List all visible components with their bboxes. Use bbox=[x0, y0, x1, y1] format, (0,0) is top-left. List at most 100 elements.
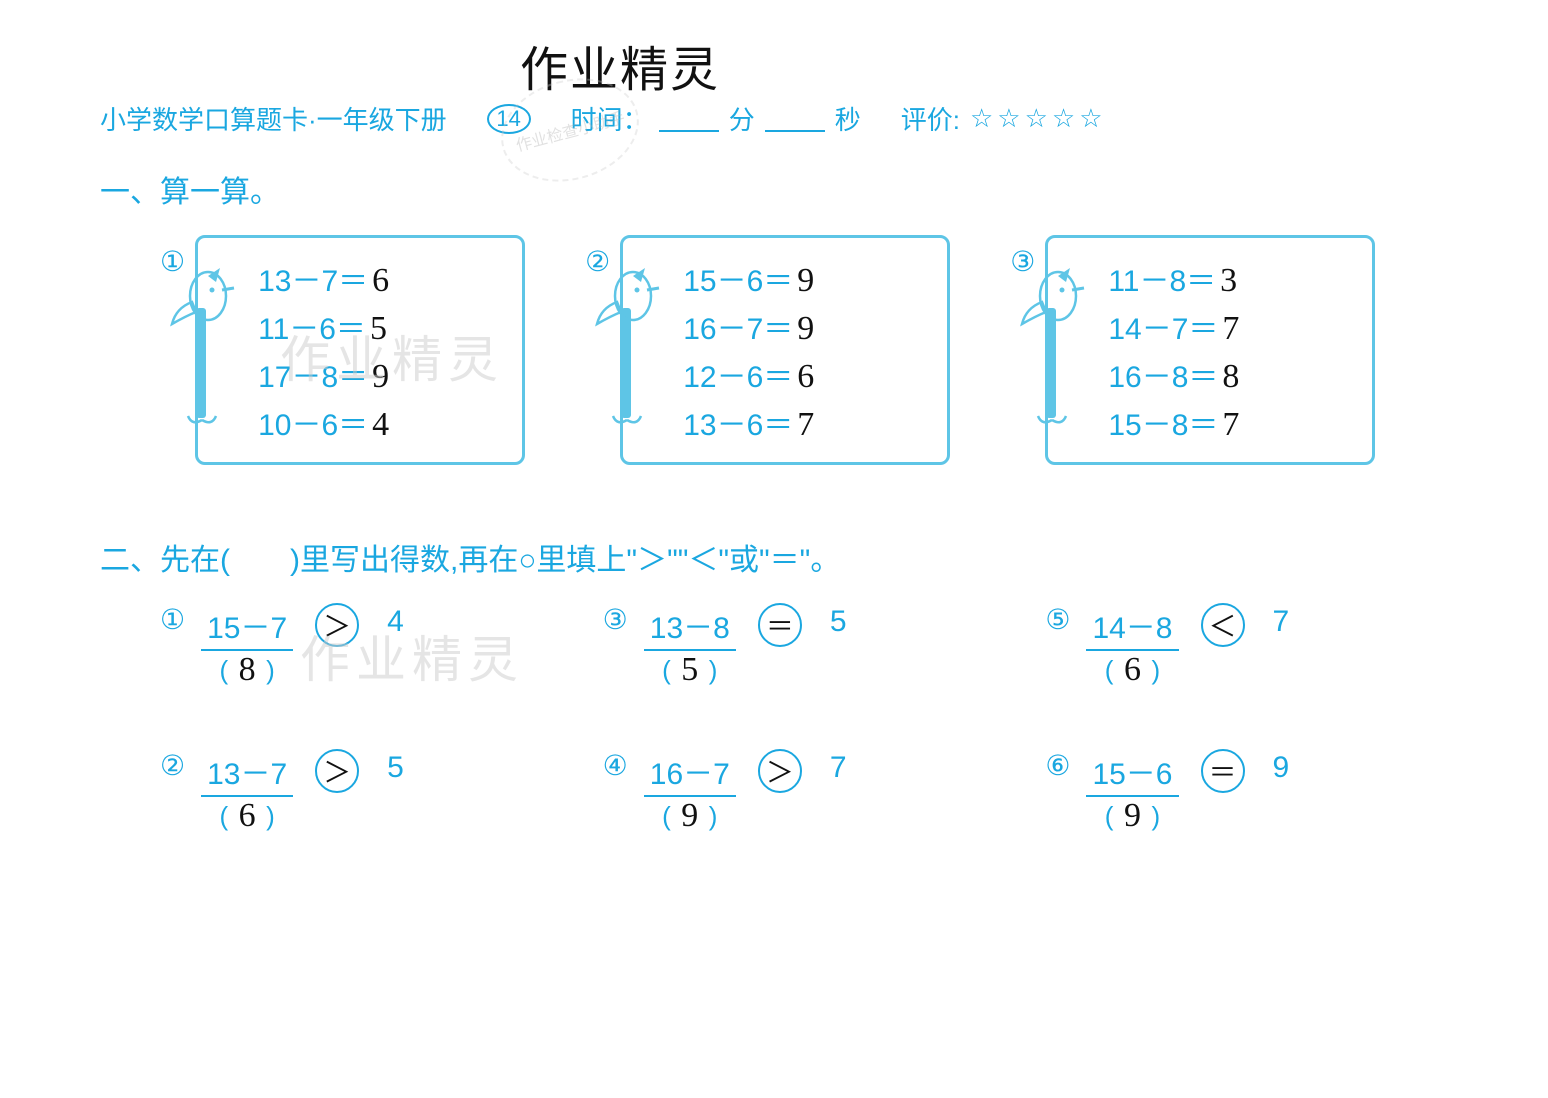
sec-label: 秒 bbox=[835, 100, 861, 137]
equation-row: 10－6＝4 bbox=[258, 400, 512, 444]
equation-row: 16－8＝8 bbox=[1108, 352, 1362, 396]
equation-row: 16－7＝9 bbox=[683, 304, 937, 348]
woodpecker-icon bbox=[168, 268, 238, 428]
result-parentheses: (8) bbox=[219, 651, 274, 689]
section2-title: 二、先在( )里写出得数,再在○里填上"＞""＜"或"＝"。 bbox=[100, 535, 1448, 579]
comparison-circle[interactable]: ＜ bbox=[1201, 603, 1245, 647]
rating-label: 评价: bbox=[901, 100, 960, 137]
expression: 13－8 bbox=[644, 603, 736, 651]
expression-block: 16－7(9) bbox=[644, 749, 736, 835]
paren-open: ( bbox=[1105, 801, 1114, 832]
equation-row: 11－6＝5 bbox=[258, 304, 512, 348]
equation-board: 13－7＝611－6＝517－8＝910－6＝4 bbox=[195, 235, 525, 465]
result-parentheses: (5) bbox=[662, 651, 717, 689]
problem-group: ③ 11－8＝314－7＝716－8＝815－8＝7 bbox=[1010, 235, 1375, 465]
problem-number: ② bbox=[160, 749, 185, 782]
paren-open: ( bbox=[1105, 655, 1114, 686]
woodpecker-icon bbox=[1018, 268, 1088, 428]
result-parentheses: (6) bbox=[219, 797, 274, 835]
equation-row: 15－6＝9 bbox=[683, 256, 937, 300]
rhs-value: 7 bbox=[830, 751, 847, 785]
equation-answer[interactable]: 4 bbox=[372, 406, 389, 444]
comparison-circle[interactable]: ＝ bbox=[758, 603, 802, 647]
equation-answer[interactable]: 7 bbox=[797, 406, 814, 444]
equation-row: 11－8＝3 bbox=[1108, 256, 1362, 300]
comparison-circle[interactable]: ＝ bbox=[1201, 749, 1245, 793]
stamp-text: 作业检查小助手 bbox=[513, 104, 627, 156]
compare-problem: ⑥15－6(9)＝9 bbox=[1045, 749, 1448, 835]
header-row: 小学数学口算题卡·一年级下册 14 时间： 分 秒 评价: ☆☆☆☆☆ bbox=[100, 100, 1448, 137]
result-parentheses: (9) bbox=[1105, 797, 1160, 835]
problem-group: ② 15－6＝916－7＝912－6＝613－6＝7 bbox=[585, 235, 950, 465]
expression: 13－7 bbox=[201, 749, 293, 797]
expression-block: 15－6(9) bbox=[1086, 749, 1178, 835]
equation-expr: 10－6＝ bbox=[258, 400, 368, 444]
equation-answer[interactable]: 3 bbox=[1220, 262, 1237, 300]
paren-open: ( bbox=[219, 655, 228, 686]
equation-row: 13－7＝6 bbox=[258, 256, 512, 300]
result-answer[interactable]: 8 bbox=[232, 651, 262, 689]
equation-expr: 13－6＝ bbox=[683, 400, 793, 444]
compare-problem: ④16－7(9)＞7 bbox=[603, 749, 1006, 835]
problem-group: ① 13－7＝611－6＝517－8＝910－6＝4 bbox=[160, 235, 525, 465]
equation-expr: 17－8＝ bbox=[258, 352, 368, 396]
result-answer[interactable]: 6 bbox=[232, 797, 262, 835]
equation-expr: 16－7＝ bbox=[683, 304, 793, 348]
rhs-value: 4 bbox=[387, 605, 404, 639]
result-answer[interactable]: 6 bbox=[1117, 651, 1147, 689]
result-answer[interactable]: 9 bbox=[1117, 797, 1147, 835]
equation-answer[interactable]: 7 bbox=[1222, 310, 1239, 348]
equation-answer[interactable]: 8 bbox=[1222, 358, 1239, 396]
worksheet-page: 作业精灵 作业检查小助手 小学数学口算题卡·一年级下册 14 时间： 分 秒 评… bbox=[0, 0, 1548, 1098]
equation-expr: 15－6＝ bbox=[683, 256, 793, 300]
result-parentheses: (9) bbox=[662, 797, 717, 835]
paren-open: ( bbox=[219, 801, 228, 832]
equation-answer[interactable]: 6 bbox=[797, 358, 814, 396]
equation-row: 13－6＝7 bbox=[683, 400, 937, 444]
equation-answer[interactable]: 9 bbox=[797, 262, 814, 300]
rhs-value: 9 bbox=[1273, 751, 1290, 785]
equation-answer[interactable]: 9 bbox=[372, 358, 389, 396]
section2: 二、先在( )里写出得数,再在○里填上"＞""＜"或"＝"。 ①15－7(8)＞… bbox=[100, 535, 1448, 835]
section1-title: 一、算一算。 bbox=[100, 167, 1448, 211]
paren-close: ) bbox=[1151, 801, 1160, 832]
equation-expr: 13－7＝ bbox=[258, 256, 368, 300]
expression-block: 15－7(8) bbox=[201, 603, 293, 689]
equation-row: 12－6＝6 bbox=[683, 352, 937, 396]
equation-expr: 14－7＝ bbox=[1108, 304, 1218, 348]
equation-row: 14－7＝7 bbox=[1108, 304, 1362, 348]
rhs-value: 5 bbox=[387, 751, 404, 785]
paren-close: ) bbox=[266, 801, 275, 832]
rhs-value: 7 bbox=[1273, 605, 1290, 639]
expression-block: 14－8(6) bbox=[1086, 603, 1178, 689]
equation-expr: 11－6＝ bbox=[258, 304, 366, 348]
equation-answer[interactable]: 9 bbox=[797, 310, 814, 348]
section1: ① 13－7＝611－6＝517－8＝910－6＝4② 15－6＝916－7＝9… bbox=[100, 235, 1448, 465]
expression-block: 13－7(6) bbox=[201, 749, 293, 835]
expression: 15－6 bbox=[1086, 749, 1178, 797]
expression: 15－7 bbox=[201, 603, 293, 651]
paren-close: ) bbox=[266, 655, 275, 686]
equation-answer[interactable]: 6 bbox=[372, 262, 389, 300]
compare-problem: ③13－8(5)＝5 bbox=[603, 603, 1006, 689]
comparison-circle[interactable]: ＞ bbox=[315, 603, 359, 647]
minutes-blank[interactable] bbox=[659, 106, 719, 132]
equation-board: 15－6＝916－7＝912－6＝613－6＝7 bbox=[620, 235, 950, 465]
min-label: 分 bbox=[729, 100, 755, 137]
equation-expr: 16－8＝ bbox=[1108, 352, 1218, 396]
equation-board: 11－8＝314－7＝716－8＝815－8＝7 bbox=[1045, 235, 1375, 465]
equation-answer[interactable]: 7 bbox=[1222, 406, 1239, 444]
expression-block: 13－8(5) bbox=[644, 603, 736, 689]
rating-stars: ☆☆☆☆☆ bbox=[970, 103, 1107, 134]
comparison-circle[interactable]: ＞ bbox=[758, 749, 802, 793]
seconds-blank[interactable] bbox=[765, 106, 825, 132]
problem-number: ① bbox=[160, 603, 185, 636]
equation-expr: 11－8＝ bbox=[1108, 256, 1216, 300]
result-answer[interactable]: 9 bbox=[675, 797, 705, 835]
comparison-circle[interactable]: ＞ bbox=[315, 749, 359, 793]
equation-answer[interactable]: 5 bbox=[370, 310, 387, 348]
equation-expr: 15－8＝ bbox=[1108, 400, 1218, 444]
equation-row: 15－8＝7 bbox=[1108, 400, 1362, 444]
result-answer[interactable]: 5 bbox=[675, 651, 705, 689]
paren-close: ) bbox=[709, 655, 718, 686]
